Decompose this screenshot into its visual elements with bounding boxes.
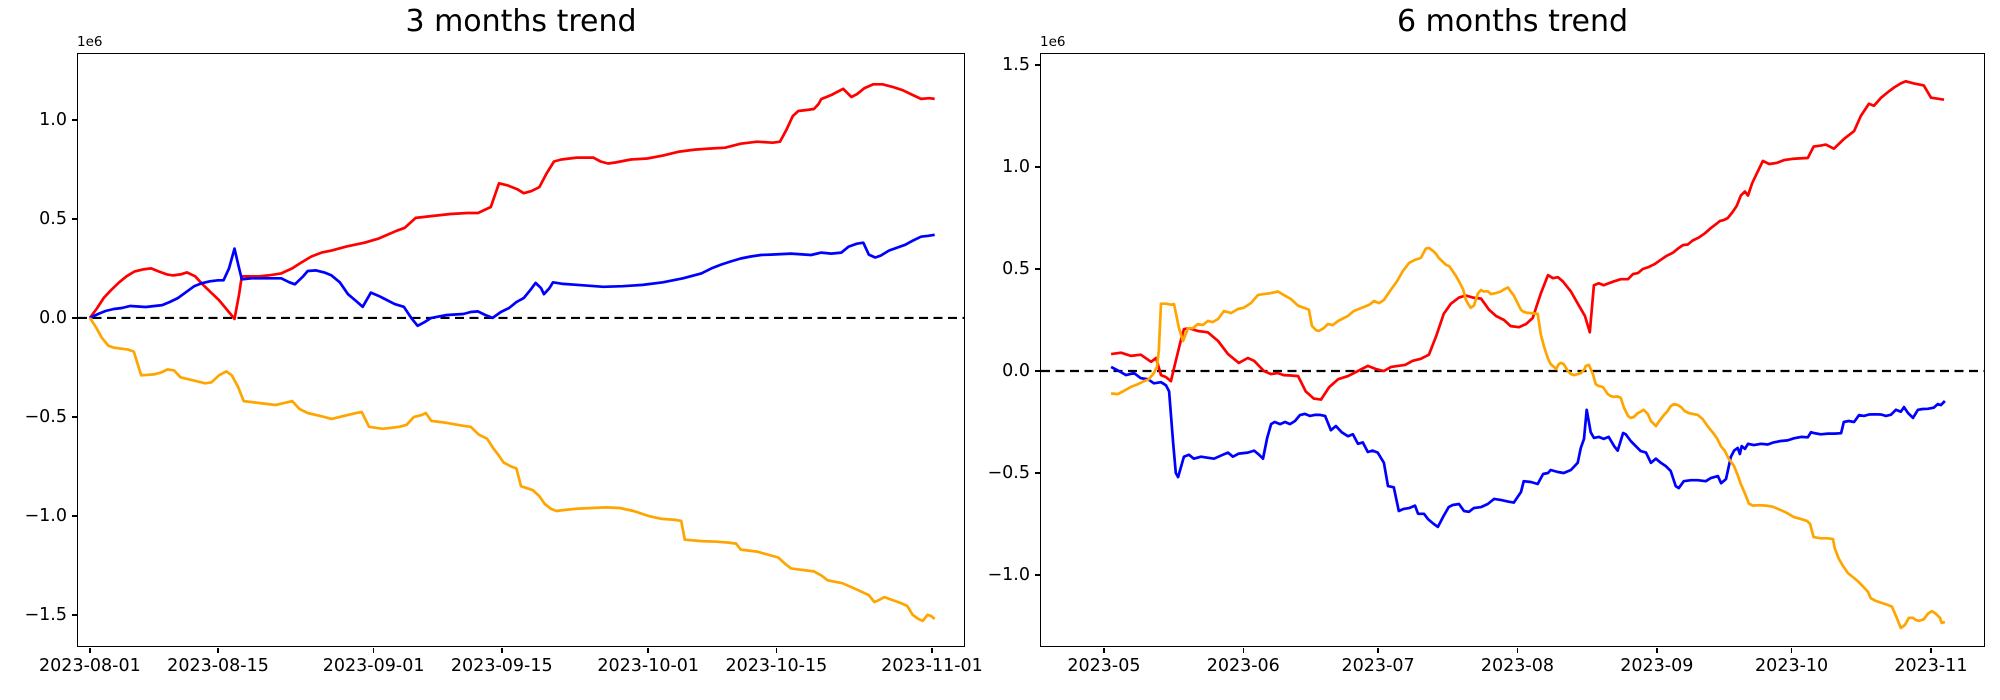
- x-tick-label: 2023-09: [1620, 656, 1694, 676]
- series-line-red: [88, 82, 935, 321]
- y-tick-label: 0.5: [39, 208, 67, 229]
- x-tick-label: 2023-06: [1206, 656, 1280, 676]
- y-tick-mark: [1034, 472, 1040, 474]
- x-tick-mark: [1242, 647, 1244, 653]
- y-tick-label: 1.0: [1002, 157, 1030, 177]
- y-tick-mark: [71, 515, 77, 517]
- x-tick-mark: [89, 647, 91, 653]
- y-tick-mark: [71, 317, 77, 319]
- x-tick-mark: [1103, 647, 1105, 653]
- x-tick-label: 2023-08-15: [167, 656, 269, 676]
- plot-area: [78, 82, 964, 623]
- x-tick-label: 2023-10-15: [725, 656, 828, 676]
- x-tick-mark: [1930, 647, 1932, 653]
- series-line-blue: [1110, 365, 1946, 529]
- y-tick-mark: [1034, 370, 1040, 372]
- chart-3-months-trend: 3 months trend 1e6 2023-08-01 2023-08-15 2…: [25, 4, 983, 676]
- x-tick-label: 2023-10-01: [597, 656, 700, 676]
- y-tick-label: 0.0: [1002, 361, 1030, 381]
- x-tick-label: 2023-05: [1067, 656, 1141, 676]
- x-tick-label: 2023-11: [1894, 656, 1968, 676]
- y-tick-mark: [71, 614, 77, 616]
- y-tick-mark: [1034, 64, 1040, 66]
- y-axis-multiplier-label: 1e6: [77, 34, 103, 50]
- y-tick-label: −1.0: [987, 565, 1031, 585]
- x-tick-label: 2023-07: [1341, 656, 1415, 676]
- chart-title: 3 months trend: [405, 4, 637, 39]
- x-tick-mark: [1790, 647, 1793, 653]
- x-tick-mark: [217, 647, 219, 653]
- x-tick-mark: [647, 647, 649, 653]
- y-tick-label: −0.5: [24, 406, 68, 427]
- chart-6-months-trend: 6 months trend 1e6 2023-05 2023-06 2023-07…: [988, 4, 1985, 676]
- x-tick-label: 2023-11-01: [881, 656, 983, 676]
- y-tick-mark: [71, 218, 77, 220]
- y-axis-multiplier-label: 1e6: [1040, 34, 1066, 50]
- x-tick-mark: [1377, 647, 1379, 653]
- x-tick-mark: [372, 647, 375, 653]
- y-tick-label: −0.5: [987, 463, 1031, 483]
- y-tick-label: 1.5: [1002, 55, 1030, 76]
- x-tick-mark: [1516, 647, 1519, 653]
- series-line-blue: [89, 233, 935, 328]
- chart-title: 6 months trend: [1396, 4, 1629, 39]
- plot-area: [1041, 79, 1984, 630]
- y-tick-label: 0.5: [1002, 259, 1030, 279]
- x-tick-mark: [1656, 647, 1658, 653]
- x-tick-label: 2023-08-01: [39, 656, 141, 676]
- series-line-orange: [88, 317, 936, 623]
- y-tick-mark: [1034, 166, 1040, 168]
- y-tick-mark: [71, 416, 77, 418]
- y-tick-label: 0.0: [39, 307, 67, 328]
- x-tick-mark: [775, 647, 778, 653]
- x-tick-label: 2023-09-01: [322, 656, 425, 676]
- series-line-orange: [1110, 246, 1946, 630]
- y-tick-mark: [1034, 268, 1040, 270]
- series-line-red: [1110, 79, 1945, 401]
- x-tick-label: 2023-09-15: [450, 656, 553, 676]
- x-tick-mark: [501, 647, 503, 653]
- y-tick-label: −1.5: [24, 604, 68, 625]
- x-tick-mark: [931, 647, 933, 653]
- x-tick-label: 2023-08: [1480, 656, 1554, 676]
- y-tick-label: −1.0: [24, 505, 68, 526]
- y-tick-mark: [1034, 574, 1040, 576]
- y-tick-mark: [71, 119, 77, 121]
- x-tick-label: 2023-10: [1755, 656, 1829, 676]
- y-tick-label: 1.0: [39, 109, 67, 130]
